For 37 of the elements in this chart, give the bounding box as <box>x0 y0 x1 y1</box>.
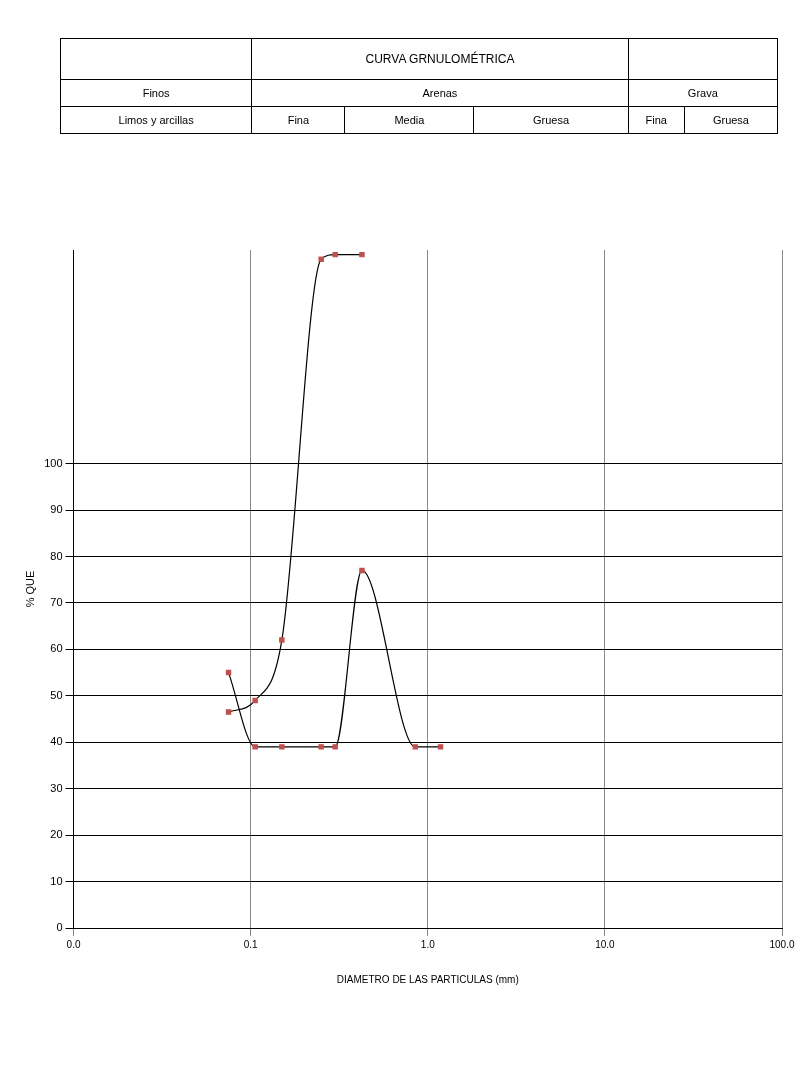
point <box>225 709 232 715</box>
point <box>332 744 338 750</box>
text: Limos y arcillas <box>60 106 252 134</box>
x-tick-label: 1.0 <box>420 938 436 950</box>
y-tick-label: 40 <box>50 735 63 748</box>
x-tick-label: 0.0 <box>66 938 81 950</box>
y-tick-label: 90 <box>50 503 63 516</box>
point <box>279 637 285 643</box>
text: Grava <box>628 79 778 107</box>
text: Arenas <box>251 79 629 107</box>
text: Gruesa <box>473 106 629 134</box>
y-tick-label: 20 <box>50 828 63 841</box>
point <box>252 697 258 704</box>
y-tick-label: 60 <box>50 642 63 655</box>
text: Fina <box>251 106 345 134</box>
point <box>252 744 258 750</box>
y-tick-label: 50 <box>50 688 63 701</box>
point <box>332 251 338 258</box>
text: Media <box>344 106 474 134</box>
point <box>359 251 365 258</box>
y-tick-label: 10 <box>50 874 63 887</box>
x-tick-label: 0.1 <box>243 938 259 950</box>
chart-title: CURVA GRNULOMÉTRICA <box>251 38 629 80</box>
point <box>279 744 285 750</box>
y-tick-label: 30 <box>50 781 63 794</box>
text: Fina <box>628 106 685 134</box>
text: Finos <box>60 79 252 107</box>
y-tick-label: 0 <box>56 921 63 934</box>
x-tick-label: 10.0 <box>595 938 616 950</box>
x-axis-title: DIAMETRO DE LAS PARTICULAS (mm) <box>336 973 519 985</box>
text: Gruesa <box>684 106 778 134</box>
y-tick-label: 100 <box>44 456 63 469</box>
x-tick-label: 100.0 <box>769 938 795 950</box>
point <box>359 567 365 574</box>
y-tick-label: 70 <box>50 595 63 608</box>
y-axis-title: % QUE <box>23 570 36 608</box>
y-tick-label: 80 <box>50 549 63 562</box>
